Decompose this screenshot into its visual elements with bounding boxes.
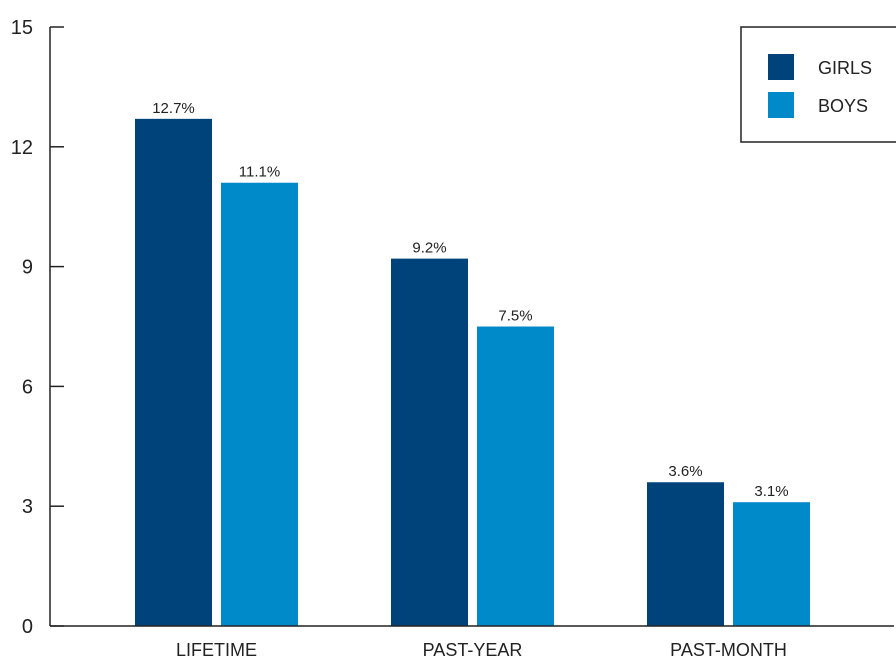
data-label-boys-lifetime: 11.1%: [239, 164, 280, 181]
bars: [135, 118, 810, 627]
bar-boys-lifetime: [221, 182, 298, 627]
bar-data-labels: 12.7% 9.2% 3.6% 11.1% 7.5% 3.1%: [152, 100, 788, 500]
data-label-girls-past-month: 3.6%: [668, 463, 702, 480]
data-label-girls-past-year: 9.2%: [412, 240, 446, 257]
x-category-label: PAST-YEAR: [423, 640, 523, 659]
bar-girls-past-month: [647, 482, 724, 626]
x-category-label: LIFETIME: [176, 640, 257, 659]
data-label-boys-past-month: 3.1%: [754, 483, 788, 500]
x-category-label: PAST-MONTH: [670, 640, 787, 659]
x-axis: LIFETIME PAST-YEAR PAST-MONTH: [50, 625, 894, 659]
y-tick-label: 15: [11, 17, 33, 39]
legend: GIRLS BOYS: [740, 26, 896, 143]
y-axis: 0 3 6 9 12 15: [11, 17, 64, 638]
data-label-boys-past-year: 7.5%: [498, 308, 532, 325]
y-tick-label: 0: [22, 616, 33, 638]
bar-girls-lifetime: [135, 118, 212, 626]
legend-box: [740, 26, 896, 143]
legend-swatch-girls: [768, 54, 794, 80]
legend-swatch-boys: [768, 92, 794, 118]
y-tick-label: 12: [11, 137, 33, 159]
data-label-girls-lifetime: 12.7%: [152, 100, 195, 117]
legend-label-boys: BOYS: [818, 96, 868, 116]
y-tick-label: 9: [22, 257, 33, 279]
y-tick-label: 3: [22, 496, 33, 518]
bar-boys-past-year: [477, 326, 554, 626]
bar-girls-past-year: [391, 258, 468, 626]
legend-label-girls: GIRLS: [818, 58, 872, 78]
y-tick-label: 6: [22, 376, 33, 398]
bar-boys-past-month: [733, 502, 810, 626]
